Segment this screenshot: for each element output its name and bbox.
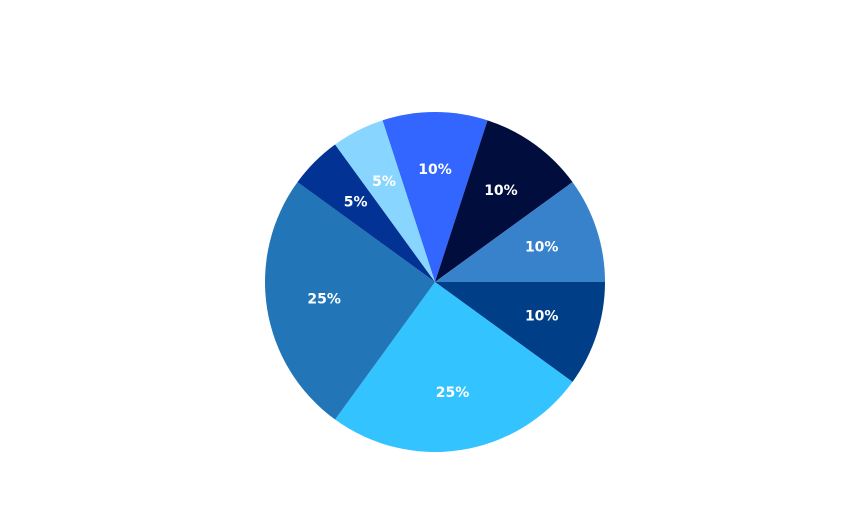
pie-slice-1	[435, 120, 573, 282]
pie-slice-6	[297, 144, 435, 282]
pie-slice-label-4: 25%	[436, 385, 470, 401]
pie-labels: 10% 10% 10% 10% 25% 25% 5%5%	[307, 162, 558, 401]
pie-slice-label-0: 10%	[418, 162, 452, 178]
pie-slice-7	[335, 120, 435, 282]
pie-slice-label-2: 10%	[525, 239, 559, 255]
pie-slice-label-5: 25%	[307, 292, 341, 308]
pie-slice-3	[435, 282, 605, 382]
pie-slice-label-7: 5%	[372, 174, 396, 190]
pie-slice-4	[335, 282, 573, 452]
pie-slice-0	[382, 111, 488, 282]
pie-slices	[264, 111, 605, 452]
pie-slice-5	[264, 182, 435, 420]
pie-slice-label-6: 5%	[344, 195, 368, 211]
pie-slice-label-1: 10%	[484, 183, 518, 199]
pie-slice-label-3: 10%	[525, 309, 559, 325]
pie-slice-2	[435, 182, 605, 282]
